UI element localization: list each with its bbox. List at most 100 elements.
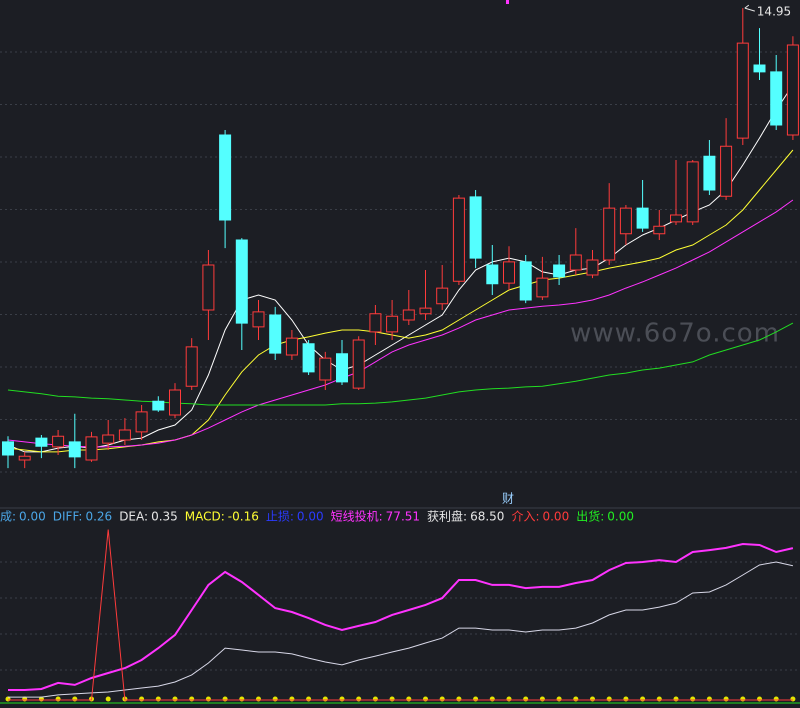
baseline-dot xyxy=(656,696,662,702)
candle-body xyxy=(386,315,399,333)
baseline-dot xyxy=(105,696,111,702)
candle-body xyxy=(352,339,365,389)
baseline-dot xyxy=(623,696,629,702)
baseline-dot xyxy=(673,696,679,702)
baseline-dot xyxy=(339,696,345,702)
candle-body xyxy=(35,437,48,447)
indicator-value: 0.00 xyxy=(542,510,569,524)
marker-label: 财 xyxy=(502,492,514,506)
baseline-dot xyxy=(372,696,378,702)
baseline-dot xyxy=(72,696,78,702)
indicator-value: 0.26 xyxy=(85,510,112,524)
candle-body xyxy=(185,346,198,387)
baseline-dot xyxy=(256,696,261,702)
candle-body xyxy=(52,435,65,448)
candle-body xyxy=(402,309,415,321)
annotation-label: 14.95 xyxy=(757,5,791,19)
candle-body xyxy=(152,400,165,411)
candle-body xyxy=(202,264,215,311)
candle-body xyxy=(486,264,499,285)
candle-body xyxy=(452,197,465,282)
candle-body xyxy=(419,307,432,315)
candle-body xyxy=(786,44,799,136)
marker-dot xyxy=(506,0,509,4)
moving-average-line xyxy=(7,322,794,406)
baseline-dot xyxy=(272,696,278,702)
baseline-dot xyxy=(423,696,428,702)
candle-body xyxy=(219,134,232,221)
baseline-dot xyxy=(289,696,295,702)
candle-body xyxy=(285,337,298,356)
indicator-name: DIFF: xyxy=(53,510,83,524)
indicator-value: 0.00 xyxy=(607,510,634,524)
baseline-dot xyxy=(322,696,328,702)
candle-body xyxy=(252,311,265,328)
baseline-dot xyxy=(456,696,462,702)
indicator-name: 止损: xyxy=(266,510,294,524)
candle-body xyxy=(519,261,532,301)
indicator-value: 0.35 xyxy=(151,510,178,524)
candle-body xyxy=(603,207,616,261)
baseline-dot xyxy=(189,696,195,702)
baseline-dot xyxy=(690,696,696,702)
baseline-dot xyxy=(205,696,211,702)
baseline-dot xyxy=(239,696,245,702)
baseline-dot xyxy=(356,696,362,702)
candle-body xyxy=(536,277,549,298)
candle-body xyxy=(235,239,248,324)
candle-body xyxy=(469,196,482,259)
candle-body xyxy=(753,64,766,73)
candle-body xyxy=(2,441,14,456)
baseline-dot xyxy=(723,696,729,702)
candle-body xyxy=(319,357,332,381)
baseline-dot xyxy=(539,696,545,702)
annotation-arrow xyxy=(744,4,755,12)
baseline-dot xyxy=(473,696,479,702)
baseline-dot xyxy=(139,696,145,702)
baseline-dot xyxy=(773,696,779,702)
candle-body xyxy=(18,455,31,461)
baseline-dot xyxy=(556,696,562,702)
candle-body xyxy=(686,161,699,223)
baseline-dot xyxy=(506,696,512,702)
candle-body xyxy=(770,71,783,126)
indicator-name: 获利盘: xyxy=(427,509,467,524)
candle-body xyxy=(569,254,582,271)
candle-body xyxy=(436,287,449,305)
indicator-name: MACD: xyxy=(185,510,225,524)
baseline-dot xyxy=(640,696,646,702)
candle-body xyxy=(553,264,566,278)
candle-body xyxy=(135,411,148,433)
indicator-name: DEA: xyxy=(119,510,148,524)
baseline-dot xyxy=(740,696,746,702)
moving-average-line xyxy=(7,199,794,448)
baseline-dot xyxy=(606,696,612,702)
candle-body xyxy=(653,225,666,235)
baseline-dot xyxy=(55,696,61,702)
candle-body xyxy=(169,389,181,416)
candle-body xyxy=(102,434,115,444)
candle-body xyxy=(720,145,733,197)
baseline-dot xyxy=(790,696,796,702)
baseline-dot xyxy=(439,696,445,702)
baseline-dot xyxy=(757,696,762,702)
candle-body xyxy=(670,214,682,223)
indicator-line xyxy=(8,529,793,701)
indicator-value: 0.00 xyxy=(297,510,324,524)
indicator-name: 短线投机: xyxy=(331,509,383,524)
candle-body xyxy=(336,353,348,383)
candle-body xyxy=(68,441,81,458)
candle-body xyxy=(703,155,716,191)
indicator-value: 0.00 xyxy=(19,510,46,524)
baseline-dot xyxy=(306,696,312,702)
baseline-dot xyxy=(389,696,395,702)
indicator-value: 77.51 xyxy=(386,510,420,524)
indicator-name: 成: xyxy=(0,510,16,524)
candle-body xyxy=(619,207,632,235)
baseline-dot xyxy=(573,696,579,702)
candle-body xyxy=(85,436,98,461)
indicator-line xyxy=(8,542,794,691)
baseline-dot xyxy=(489,696,495,702)
